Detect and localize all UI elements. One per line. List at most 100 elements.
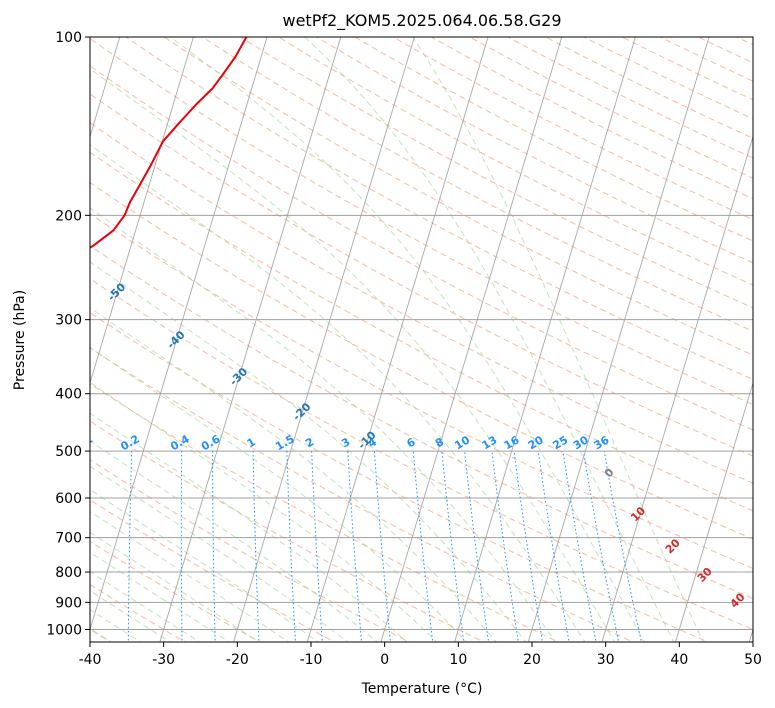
dry-adiabat (201, 37, 753, 332)
y-tick-label: 600 (55, 491, 82, 507)
mixing-ratio-line (603, 451, 642, 642)
moist-adiabat (90, 347, 468, 642)
mixing-ratio-line (513, 451, 544, 642)
mixing-ratio-line (311, 451, 323, 642)
mixing-ratio-label: 1.5 (273, 432, 296, 453)
mixing-ratio-line (180, 451, 183, 642)
x-axis-title: Temperature (°C) (361, 681, 483, 697)
dry-adiabat (90, 65, 753, 431)
dry-adiabat (506, 37, 753, 159)
mixing-ratio-label: 36 (592, 433, 612, 452)
y-tick-label: 100 (55, 30, 82, 46)
moist-adiabat (412, 37, 704, 642)
y-axis-title: Pressure (hPa) (12, 290, 28, 390)
dry-adiabat (544, 37, 753, 139)
mixing-ratio-line (286, 451, 297, 642)
x-tick-label: 0 (380, 652, 389, 668)
mixing-ratio-line (412, 451, 434, 642)
mixing-ratio-label: 8 (433, 435, 446, 450)
dry-adiabat (659, 37, 753, 82)
moist-adiabat (90, 381, 438, 642)
dry-adiabat (90, 459, 411, 642)
moist-adiabat (90, 489, 319, 642)
moist-adiabat (170, 37, 645, 642)
x-tick-label: 30 (597, 652, 615, 668)
moist-adiabat-label: 20 (663, 536, 683, 556)
chart-title: wetPf2_KOM5.2025.064.06.58.G29 (282, 11, 561, 31)
mixing-ratio-line (127, 451, 133, 642)
x-tick-label: 40 (670, 652, 688, 668)
mixing-ratio-label: 1 (245, 435, 258, 450)
mixing-ratio-label: 20 (526, 433, 546, 452)
mixing-ratio-line (464, 451, 490, 642)
moist-adiabat-label: 10 (628, 504, 648, 524)
moist-adiabat (90, 307, 497, 642)
isotherm (527, 37, 710, 642)
dry-adiabats (90, 37, 753, 642)
moist-adiabat-label: 0 (602, 465, 617, 480)
isotherm-label: -40 (164, 328, 187, 351)
mixing-ratio-label: 0.6 (199, 432, 223, 453)
moist-adiabats (90, 37, 704, 642)
dry-adiabat (735, 37, 753, 46)
plot-area: 0.10.20.40.611.52346810131620253036-100-… (0, 37, 753, 642)
dry-adiabat (90, 278, 753, 631)
dry-adiabat (90, 245, 753, 600)
mixing-ratio-label: 6 (405, 435, 418, 450)
x-tick-label: -20 (226, 652, 249, 668)
isotherm-label: -30 (227, 365, 250, 388)
dry-adiabat (90, 151, 753, 512)
isotherm-label: -60 (45, 233, 68, 256)
mixing-ratio-line (441, 451, 465, 642)
temperature-profile-line (90, 37, 248, 249)
dry-adiabat (90, 182, 753, 540)
dry-adiabat (90, 213, 753, 570)
reference-line-labels: 0.10.20.40.611.52346810131620253036-100-… (0, 183, 748, 610)
moist-adiabat (90, 68, 616, 642)
isotherm-label: -70 (0, 183, 10, 206)
dry-adiabat (315, 37, 753, 264)
isotherm-label: -50 (105, 280, 128, 303)
y-tick-label: 900 (55, 595, 82, 611)
x-tick-label: 20 (523, 652, 541, 668)
isotherm (90, 37, 268, 632)
isotherm (90, 37, 194, 385)
y-tick-label: 800 (55, 565, 82, 581)
dry-adiabat (239, 37, 753, 309)
mixing-ratio-label: 0.2 (118, 432, 141, 453)
dry-adiabat (90, 122, 753, 484)
mixing-ratio-line (212, 451, 216, 642)
y-tick-label: 700 (55, 531, 82, 547)
x-tick-label: -30 (152, 652, 175, 668)
x-axis-ticks: -40 -30 -20 -10 0 10 20 30 40 50 (79, 642, 762, 668)
isotherm (306, 37, 489, 642)
mixing-ratio-line (562, 451, 597, 642)
mixing-ratio-label: 2 (303, 435, 316, 450)
isotherm (675, 381, 753, 642)
x-tick-label: -10 (300, 652, 323, 668)
dry-adiabat (90, 540, 261, 642)
isobars (90, 37, 753, 630)
dry-adiabat (90, 312, 710, 642)
y-tick-label: 500 (55, 444, 82, 460)
dry-adiabat (90, 583, 187, 642)
isotherm (159, 37, 342, 642)
dry-adiabat (277, 37, 753, 286)
mixing-ratio-line (582, 451, 620, 642)
y-tick-label: 300 (55, 313, 82, 329)
moist-adiabat (90, 531, 260, 642)
dry-adiabat (90, 93, 753, 457)
isotherm-label: -20 (290, 400, 313, 423)
x-tick-label: 10 (449, 652, 467, 668)
dry-adiabat (90, 383, 560, 642)
plot-frame (89, 36, 754, 643)
mixing-ratio-line (347, 451, 363, 642)
moist-adiabat (90, 551, 231, 642)
dry-adiabat (90, 420, 486, 642)
isotherm (454, 37, 636, 642)
isotherm (233, 37, 415, 642)
moist-adiabat (90, 207, 556, 642)
x-tick-label: 50 (744, 652, 762, 668)
mixing-ratio-lines (127, 451, 642, 642)
dry-adiabat (697, 37, 753, 64)
